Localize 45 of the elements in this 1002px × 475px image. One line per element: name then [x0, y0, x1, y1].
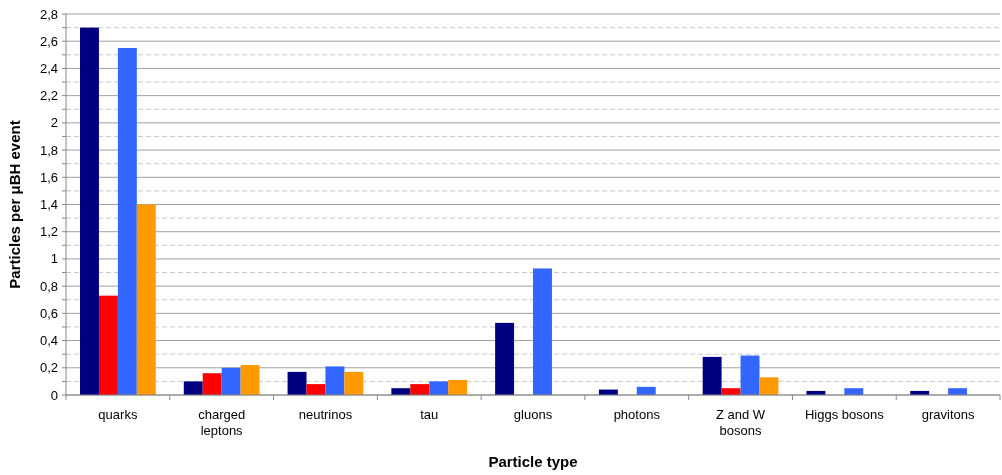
bar: [80, 27, 99, 395]
bar: [136, 204, 156, 395]
bar: [98, 295, 118, 395]
y-tick-label: 0,2: [39, 360, 58, 376]
bar: [410, 384, 430, 395]
x-tick-label: gravitons: [921, 407, 975, 422]
bar: [183, 381, 203, 395]
bar: [325, 366, 345, 395]
x-tick-label: neutrinos: [298, 407, 353, 422]
bar: [495, 322, 515, 395]
bar: [202, 373, 222, 395]
x-tick-label: tau: [420, 407, 439, 422]
bar: [533, 268, 552, 395]
y-tick-label: 1,6: [39, 169, 58, 185]
x-tick-label: gluons: [513, 407, 553, 422]
bar: [221, 367, 241, 395]
bar: [117, 48, 137, 395]
y-tick-label: 2,8: [39, 6, 58, 22]
y-tick-label: 1,8: [39, 142, 58, 158]
x-tick-label: Z and W bosons: [715, 407, 766, 438]
bar: [429, 381, 449, 395]
y-tick-label: 1,4: [39, 197, 58, 213]
bar: [740, 355, 760, 395]
y-tick-label: 0,8: [39, 278, 58, 294]
y-tick-label: 2: [50, 115, 58, 131]
y-tick-label: 0: [50, 387, 58, 403]
x-tick-label: quarks: [98, 407, 138, 422]
x-tick-label: charged leptons: [198, 407, 246, 438]
bar: [448, 380, 468, 395]
bar: [702, 356, 722, 395]
y-tick-label: 0,6: [39, 305, 58, 321]
x-tick-label: photons: [613, 407, 661, 422]
bar: [287, 371, 307, 395]
x-tick-label: Higgs bosons: [804, 407, 885, 422]
y-axis-title: Particles per μBH event: [6, 120, 23, 289]
bar: [240, 365, 260, 395]
y-tick-label: 0,4: [39, 333, 58, 349]
y-tick-label: 1: [50, 251, 58, 267]
y-tick-label: 2,6: [39, 33, 58, 49]
x-axis-title: Particle type: [488, 453, 578, 470]
y-tick-label: 1,2: [39, 224, 58, 240]
y-tick-label: 2,4: [39, 60, 58, 76]
bar: [344, 371, 364, 395]
y-tick-label: 2,2: [39, 88, 58, 104]
bar: [759, 377, 779, 395]
